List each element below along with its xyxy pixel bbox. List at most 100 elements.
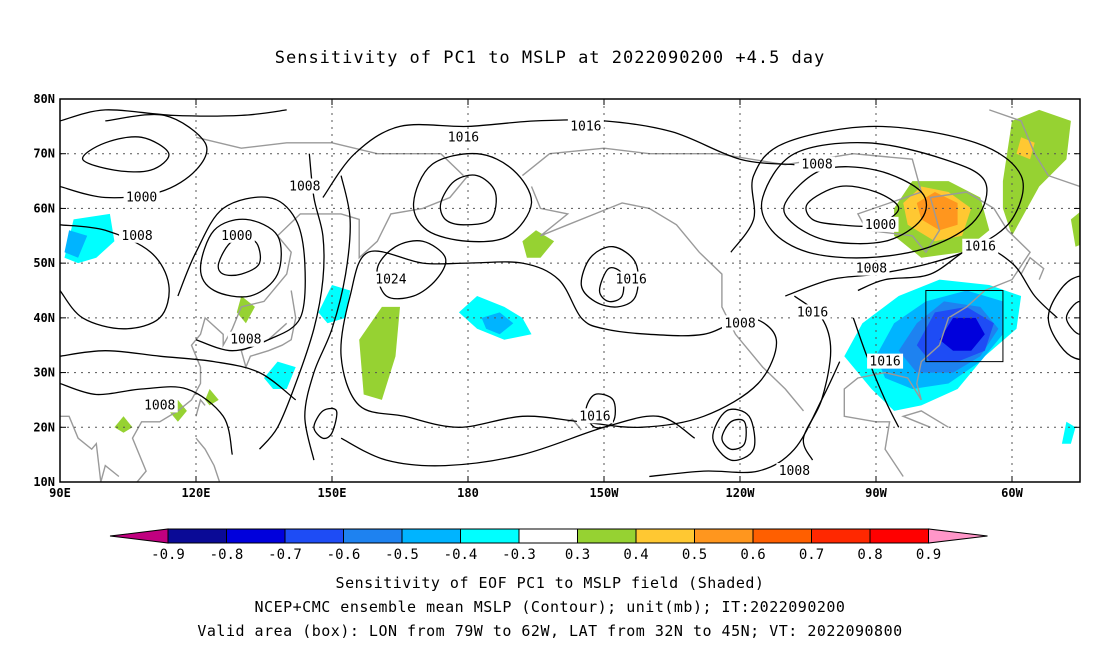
colorbar-label-3: -0.6 [327, 547, 361, 563]
mslp-contour-28 [793, 295, 832, 461]
colorbar-label-8: 0.4 [623, 547, 648, 563]
caption-line-1: Sensitivity of EOF PC1 to MSLP field (Sh… [335, 574, 765, 592]
contour-label-17: 1016 [579, 409, 610, 424]
colorbar-label-11: 0.7 [799, 547, 824, 563]
colorbar-swatch-8 [577, 528, 637, 544]
contour-label-bg-5 [218, 227, 255, 243]
colorbar-swatch-11 [752, 528, 812, 544]
contour-label-16: 1008 [144, 398, 175, 413]
colorbar-swatch-4 [343, 528, 403, 544]
mslp-contour-24 [340, 415, 696, 467]
coastline-3 [131, 175, 469, 482]
figure-title: Sensitivity of PC1 to MSLP at 2022090200… [274, 48, 826, 68]
mslp-contour-3 [60, 109, 287, 122]
mslp-contour-13 [82, 136, 170, 173]
colorbar-swatch-12 [811, 528, 871, 544]
lat-label-1: 70N [33, 147, 55, 161]
mslp-contour-0 [340, 250, 778, 429]
colorbar-label-2: -0.7 [268, 547, 302, 563]
mslp-contour-16 [199, 218, 282, 298]
mslp-contour-29 [852, 317, 900, 428]
colorbar-swatch-2 [226, 528, 286, 544]
lat-label-2: 60N [33, 201, 55, 215]
contour-label-18: 1008 [779, 464, 810, 479]
contour-label-bg-13 [722, 315, 758, 331]
lon-label-0: 90E [49, 486, 71, 500]
coastline-8 [1020, 256, 1045, 280]
mslp-contour-4 [439, 174, 497, 226]
mslp-contour-15 [217, 237, 262, 277]
colorbar-label-0: -0.9 [151, 547, 185, 563]
lat-label-3: 50N [33, 256, 55, 270]
contour-labels: 1016 1016 1008 1000 1008 1000 1008 1000 1016 1008… [119, 118, 1100, 479]
coastline-11 [195, 437, 221, 482]
coastline-1 [530, 186, 805, 412]
mslp-contour-2 [322, 119, 795, 198]
coastline-6 [60, 415, 120, 482]
colorbar-swatch-3 [284, 528, 344, 544]
contour-label-bg-16 [141, 397, 178, 413]
colorbar-swatch-9 [635, 528, 695, 544]
contour-label-bg-9 [853, 260, 890, 276]
mslp-contour-17 [177, 196, 306, 352]
colorbar-label-10: 0.6 [740, 547, 765, 563]
mslp-contour-19 [258, 153, 325, 450]
lon-label-6: 90W [865, 486, 887, 500]
contour-label-9: 1008 [856, 262, 887, 277]
mslp-contour-18 [60, 224, 170, 330]
lon-label-5: 120W [726, 486, 756, 500]
lon-label-3: 180 [457, 486, 479, 500]
colorbar-label-4: -0.5 [385, 547, 419, 563]
colorbar-label-13: 0.9 [916, 547, 941, 563]
coastline-0 [521, 147, 1032, 477]
contour-label-bg-18 [776, 463, 813, 479]
lon-label-4: 150W [590, 486, 620, 500]
colorbar-swatch-13 [869, 528, 929, 544]
coastline-5 [195, 398, 206, 417]
colorbar-label-9: 0.5 [682, 547, 707, 563]
shading-blob-20 [236, 296, 255, 324]
contour-label-2: 1008 [289, 180, 320, 195]
mslp-contours [60, 109, 1080, 478]
contour-label-bg-6 [799, 156, 836, 172]
colorbar-swatch-6 [460, 528, 520, 544]
contour-label-6: 1008 [801, 158, 832, 173]
contour-label-bg-2 [286, 178, 323, 194]
caption-line-2: NCEP+CMC ensemble mean MSLP (Contour); u… [254, 598, 846, 616]
map-area: 1016 1016 1008 1000 1008 1000 1008 1000 1016 1008… [60, 99, 1100, 482]
colorbar-swatch-7 [518, 528, 578, 544]
contour-label-bg-15 [867, 353, 904, 369]
mslp-contour-10 [760, 141, 988, 259]
colorbar-label-1: -0.8 [210, 547, 244, 563]
contour-label-bg-3 [123, 189, 160, 205]
contour-label-19: 10 [1090, 289, 1100, 304]
contour-label-5: 1000 [221, 229, 252, 244]
lat-label-6: 20N [33, 420, 55, 434]
contour-label-15: 1016 [869, 355, 900, 370]
mslp-contour-1 [376, 240, 447, 300]
shading-blob-22 [205, 389, 219, 406]
contour-label-14: 1008 [230, 333, 261, 348]
contour-label-7: 1000 [865, 218, 896, 233]
colorbar-label-7: 0.3 [565, 547, 590, 563]
mslp-contour-31 [1065, 300, 1080, 335]
contour-label-bg-19 [1088, 288, 1100, 303]
shading-blob-4 [939, 317, 985, 351]
shading-blob-10 [64, 230, 88, 258]
colorbar-swatch-5 [401, 528, 461, 544]
shading-blob-6 [481, 312, 514, 335]
shading-blob-12 [359, 306, 400, 400]
lat-label-7: 10N [33, 475, 55, 489]
contour-label-bg-17 [576, 408, 613, 424]
contour-label-bg-4 [119, 227, 156, 243]
contour-label-bg-8 [962, 238, 999, 254]
colorbar-label-12: 0.8 [857, 547, 882, 563]
contour-label-bg-14 [227, 331, 264, 347]
mslp-contour-20 [304, 175, 351, 461]
mslp-contour-32 [1047, 275, 1080, 361]
lat-label-5: 30N [33, 366, 55, 380]
map-frame [59, 98, 1081, 483]
contour-label-3: 1000 [126, 190, 157, 205]
colorbar-swatch-1 [167, 528, 227, 544]
contour-label-bg-7 [862, 216, 899, 232]
